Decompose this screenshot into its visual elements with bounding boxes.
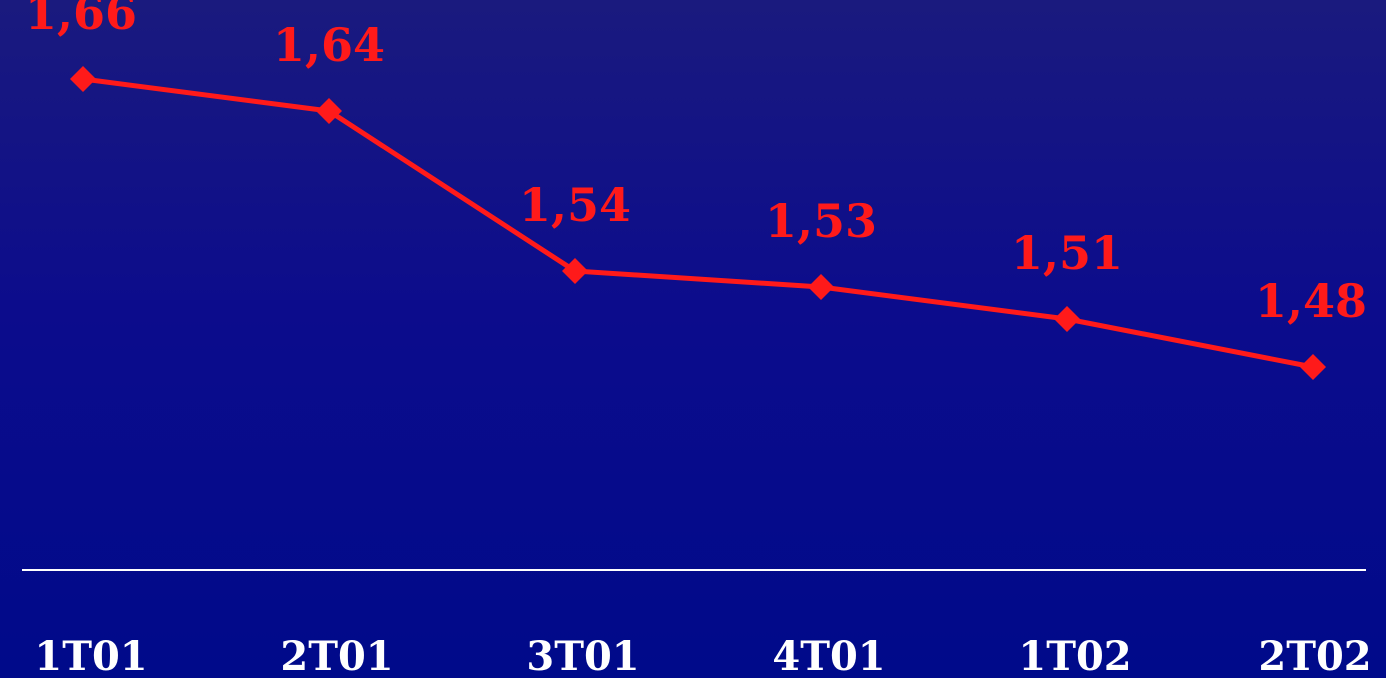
series-line-segment: [818, 284, 1070, 322]
series-line-layer: [80, 76, 1316, 370]
data-point-marker: [562, 258, 588, 284]
series-line-segment: [572, 268, 824, 290]
data-label: 1,64: [273, 18, 385, 72]
x-tick-label: 3T01: [526, 633, 639, 678]
marker-layer: [70, 66, 1326, 380]
data-label: 1,48: [1255, 274, 1367, 328]
x-tick-label: 1T01: [34, 633, 147, 678]
data-label: 1,53: [765, 194, 877, 248]
x-tick-label: 1T02: [1018, 633, 1131, 678]
data-label: 1,54: [519, 178, 631, 232]
data-point-marker: [70, 66, 96, 92]
data-point-marker: [1054, 306, 1080, 332]
data-label: 1,66: [25, 0, 137, 40]
x-tick-label: 2T01: [280, 633, 393, 678]
series-line-segment: [326, 108, 578, 274]
data-label: 1,51: [1011, 226, 1123, 280]
data-label-layer: 1,66 1,64 1,54 1,53 1,51 1,48: [25, 0, 1367, 328]
data-point-marker: [808, 274, 834, 300]
series-line-segment: [80, 76, 332, 114]
data-point-marker: [1300, 354, 1326, 380]
data-point-marker: [316, 98, 342, 124]
series-line-segment: [1064, 316, 1316, 370]
tick-label-layer: 1T01 2T01 3T01 4T01 1T02 2T02: [34, 633, 1371, 678]
x-tick-label: 4T01: [772, 633, 885, 678]
x-tick-label: 2T02: [1258, 633, 1371, 678]
